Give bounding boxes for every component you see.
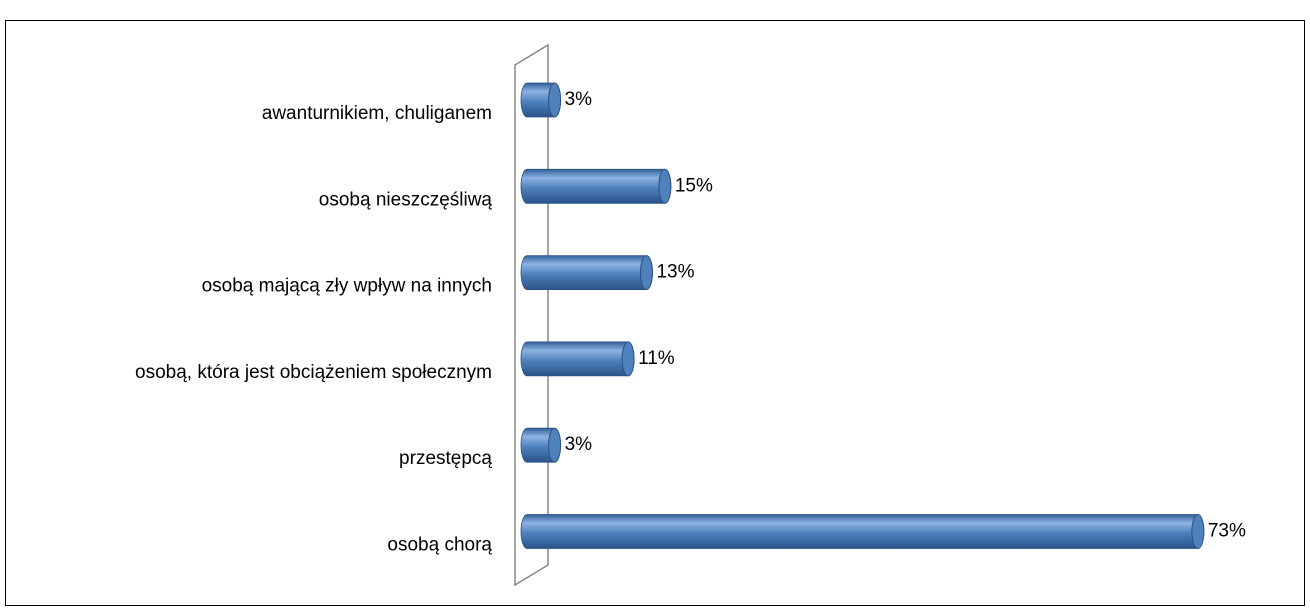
category-label: awanturnikiem, chuliganem xyxy=(262,103,492,124)
value-label: 13% xyxy=(656,262,694,283)
value-label: 3% xyxy=(565,89,593,110)
bar-cap xyxy=(548,427,562,463)
bar xyxy=(520,341,635,377)
value-label: 3% xyxy=(565,434,593,455)
category-label: osobą nieszczęśliwą xyxy=(319,189,493,210)
bar xyxy=(520,514,1205,549)
value-label: 11% xyxy=(638,348,675,369)
value-label: 73% xyxy=(1208,521,1246,542)
bar-cap xyxy=(639,255,653,291)
category-label: osobą, która jest obciążeniem społecznym xyxy=(135,362,492,383)
axis-wall xyxy=(514,43,549,587)
bar-cap xyxy=(1191,514,1205,549)
bar-cap xyxy=(548,82,562,118)
chart-frame xyxy=(5,20,1305,606)
category-label: osobą chorą xyxy=(387,535,492,556)
bar xyxy=(520,255,653,290)
value-label: 15% xyxy=(675,175,713,196)
bar xyxy=(520,168,672,204)
category-label: osobą mającą zły wpływ na innych xyxy=(202,276,492,297)
bar-cap xyxy=(621,341,635,377)
category-label: przestępcą xyxy=(399,448,492,469)
bar-cap xyxy=(658,168,672,204)
